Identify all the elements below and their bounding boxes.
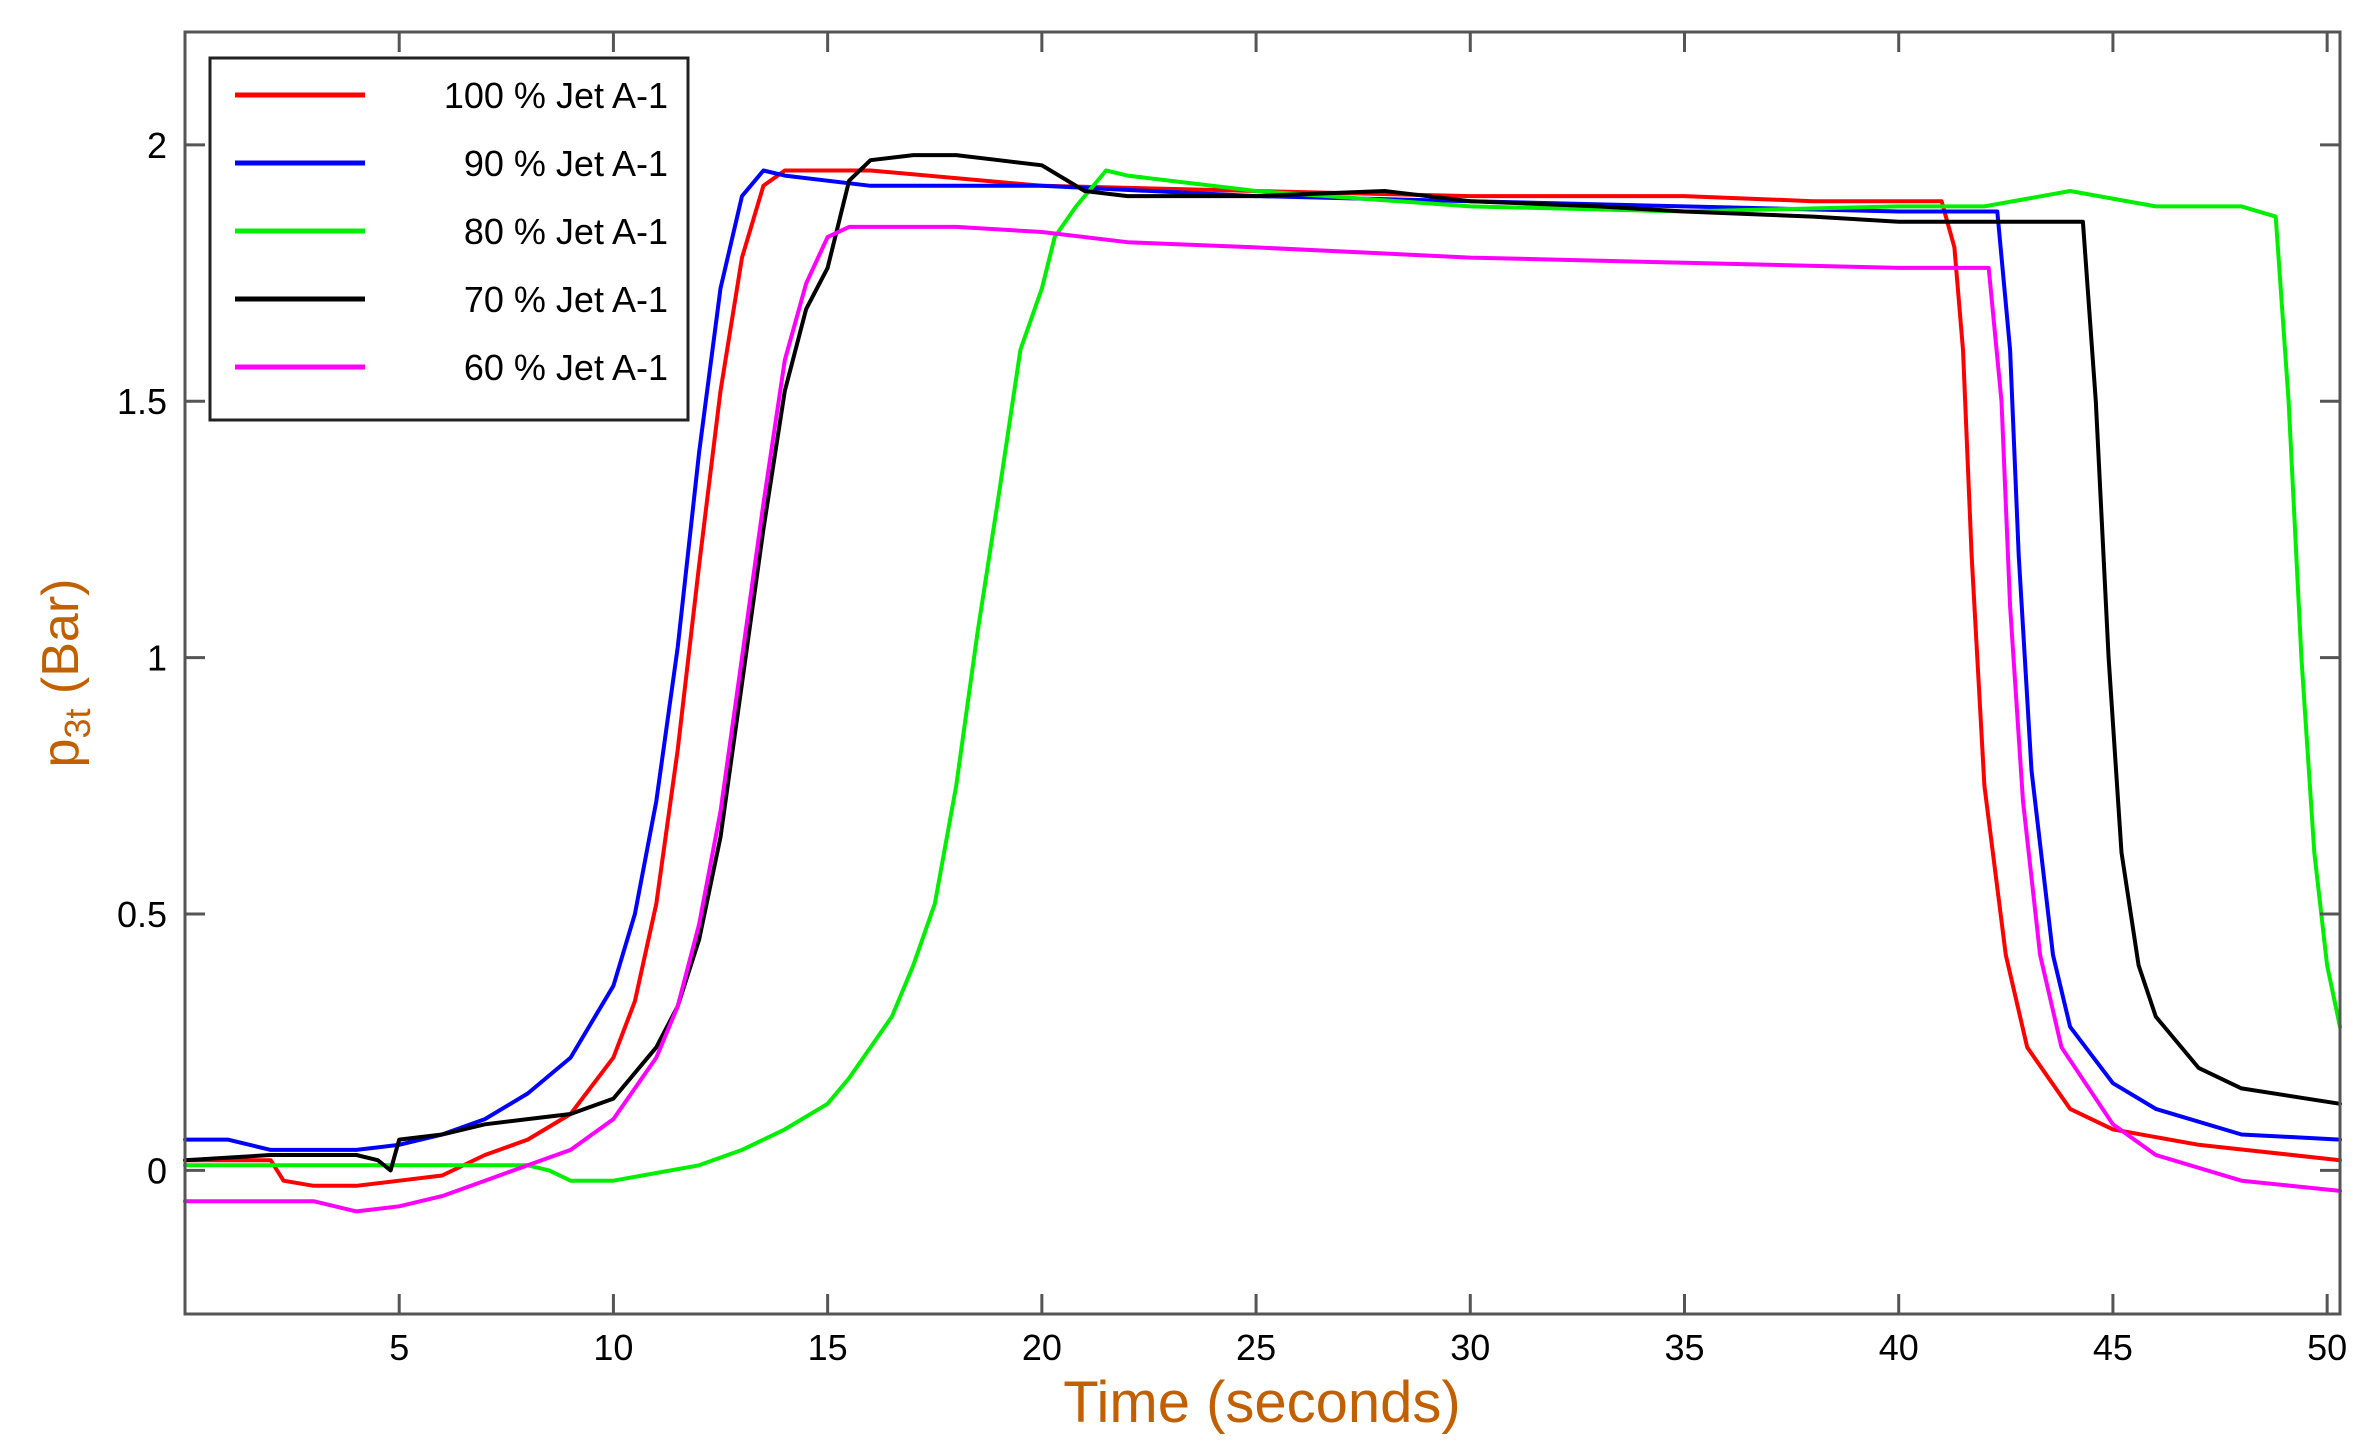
series-line-5 xyxy=(183,224,2342,1214)
x-tick-label: 5 xyxy=(389,1327,409,1368)
y-axis-title: p3t (Bar) xyxy=(32,579,98,768)
y-tick-label: 1.5 xyxy=(117,381,167,422)
y-axis-title-subscript: 3t xyxy=(57,709,98,739)
legend-box xyxy=(208,56,690,422)
x-tick-label: 15 xyxy=(808,1327,848,1368)
legend-label: 70 % Jet A-1 xyxy=(464,279,668,320)
legend-label: 60 % Jet A-1 xyxy=(464,347,668,388)
legend-entries: 100 % Jet A-1 90 % Jet A-1 80 % Jet A-1 70 … xyxy=(235,75,668,388)
y-tick-label: 0.5 xyxy=(117,894,167,935)
legend-label: 100 % Jet A-1 xyxy=(444,75,668,116)
y-tick-label: 0 xyxy=(147,1150,167,1191)
series-line-4 xyxy=(183,153,2342,1173)
x-tick-label: 30 xyxy=(1450,1327,1490,1368)
x-tick-label: 45 xyxy=(2093,1327,2133,1368)
x-tick-label: 20 xyxy=(1022,1327,1062,1368)
y-tick-label: 1 xyxy=(147,638,167,679)
legend: 100 % Jet A-1 90 % Jet A-1 80 % Jet A-1 70 … xyxy=(208,56,690,422)
y-axis-title-main: p xyxy=(32,739,90,768)
x-axis-title: Time (seconds) xyxy=(1063,1370,1461,1435)
x-tick-label: 40 xyxy=(1879,1327,1919,1368)
y-tick-label: 2 xyxy=(147,125,167,166)
ticks-group: 5 10 15 20 25 30 35 40 45 50 0 0.5 1 1.5 2 xyxy=(117,32,2347,1368)
x-tick-label: 10 xyxy=(593,1327,633,1368)
series-line-3 xyxy=(183,168,2342,1183)
x-tick-label: 35 xyxy=(1664,1327,1704,1368)
plot-frame xyxy=(183,30,2342,1316)
x-tick-label: 50 xyxy=(2307,1327,2347,1368)
x-tick-label: 25 xyxy=(1236,1327,1276,1368)
y-axis-title-unit: (Bar) xyxy=(32,579,90,709)
legend-label: 90 % Jet A-1 xyxy=(464,143,668,184)
legend-label: 80 % Jet A-1 xyxy=(464,211,668,252)
series-group xyxy=(183,153,2342,1214)
series-line-1 xyxy=(183,168,2342,1188)
